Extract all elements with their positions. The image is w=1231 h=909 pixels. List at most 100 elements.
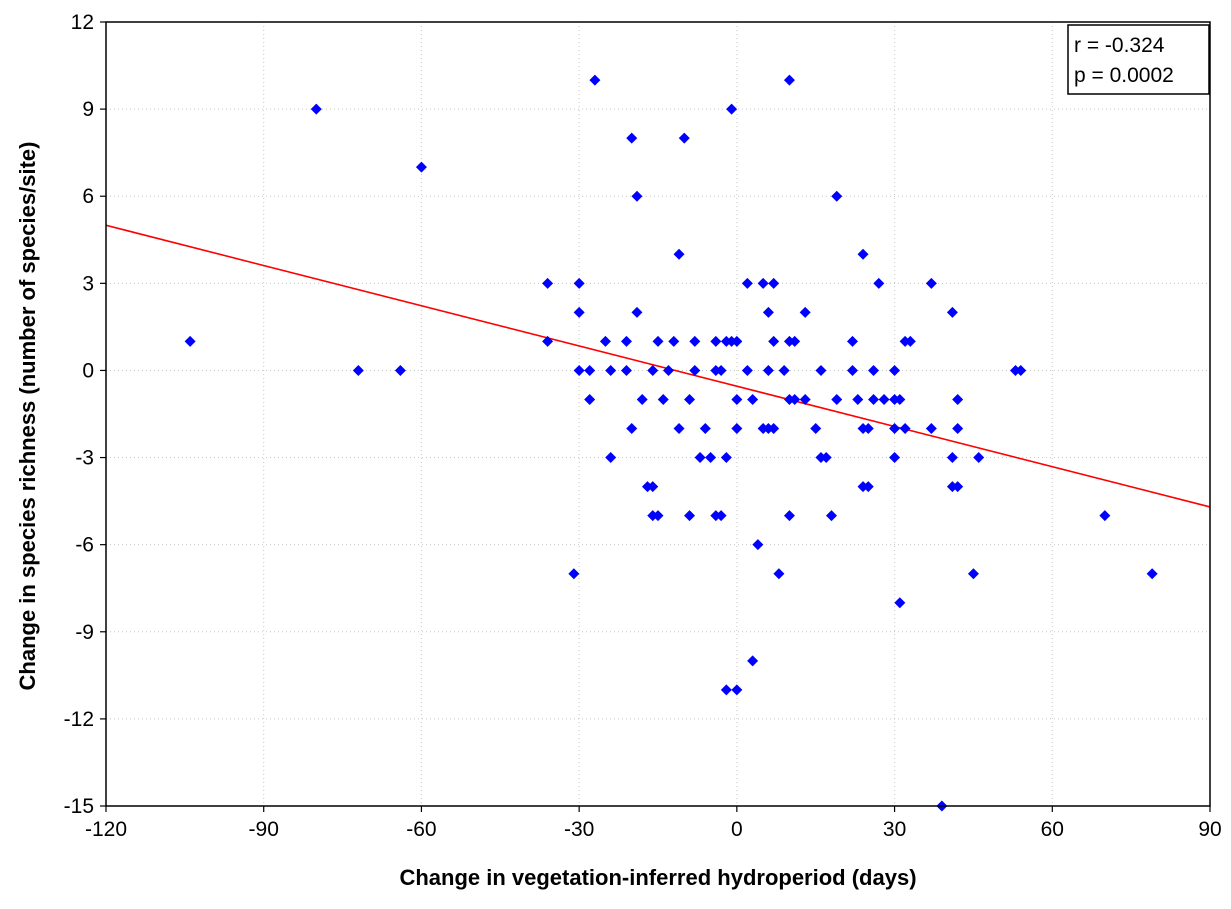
stats-p-value: p = 0.0002 [1074, 64, 1174, 87]
data-point [310, 103, 322, 115]
data-point [620, 364, 632, 376]
x-tick-label: -90 [249, 818, 279, 841]
data-point [715, 510, 727, 522]
data-point [946, 306, 958, 318]
y-tick-label: -6 [75, 534, 94, 557]
data-point [720, 452, 732, 464]
data-point [584, 393, 596, 405]
regression-line [105, 224, 1211, 508]
data-point [668, 335, 680, 347]
data-point [415, 161, 427, 173]
x-tick-label: -30 [564, 818, 594, 841]
data-point [605, 452, 617, 464]
data-point [831, 393, 843, 405]
data-point [952, 393, 964, 405]
y-tick-label: 6 [82, 185, 94, 208]
data-point [715, 364, 727, 376]
data-point [573, 364, 585, 376]
data-point [783, 74, 795, 86]
data-point [647, 481, 659, 493]
data-point [589, 74, 601, 86]
x-tick-label: 60 [1041, 818, 1064, 841]
data-point [768, 277, 780, 289]
data-point [652, 510, 664, 522]
axis-ticks [100, 21, 1211, 812]
data-point [631, 190, 643, 202]
data-point [799, 306, 811, 318]
y-tick-label: -9 [75, 621, 94, 644]
data-point [825, 510, 837, 522]
data-point [820, 452, 832, 464]
data-point [1099, 510, 1111, 522]
y-tick-label: -15 [64, 795, 94, 818]
data-point [694, 452, 706, 464]
x-tick-label: 0 [731, 818, 743, 841]
data-point [684, 510, 696, 522]
x-axis-label: Change in vegetation-inferred hydroperio… [399, 865, 916, 890]
y-tick-label: -3 [75, 447, 94, 470]
data-point [889, 452, 901, 464]
data-point [952, 423, 964, 435]
data-point [952, 481, 964, 493]
data-point [631, 306, 643, 318]
data-point [967, 568, 979, 580]
data-point [705, 452, 717, 464]
plot-frame [105, 21, 1211, 807]
data-point [684, 393, 696, 405]
data-point [757, 277, 769, 289]
data-point [1015, 364, 1027, 376]
data-point [889, 423, 901, 435]
data-point [762, 364, 774, 376]
data-point [747, 655, 759, 667]
data-point [726, 103, 738, 115]
data-point [889, 364, 901, 376]
data-point [720, 684, 732, 696]
data-point [620, 335, 632, 347]
data-point [868, 393, 880, 405]
data-point [878, 393, 890, 405]
data-point [184, 335, 196, 347]
stats-box: r = -0.324 p = 0.0002 [1067, 24, 1210, 95]
data-point [542, 335, 554, 347]
data-point [731, 335, 743, 347]
data-point [946, 452, 958, 464]
data-point [783, 510, 795, 522]
y-tick-label: 0 [82, 359, 94, 382]
data-point [741, 364, 753, 376]
data-point [626, 423, 638, 435]
data-point [652, 335, 664, 347]
data-point [847, 335, 859, 347]
data-point [699, 423, 711, 435]
x-tick-label: 30 [883, 818, 906, 841]
data-points [184, 74, 1158, 812]
data-point [799, 393, 811, 405]
data-point [904, 335, 916, 347]
data-point [873, 277, 885, 289]
data-point [673, 248, 685, 260]
x-tick-label: 90 [1198, 818, 1221, 841]
data-point [894, 597, 906, 609]
stats-r-value: r = -0.324 [1074, 34, 1165, 57]
data-point [857, 248, 869, 260]
grid-lines [106, 22, 1210, 806]
data-point [925, 423, 937, 435]
data-point [731, 684, 743, 696]
data-point [568, 568, 580, 580]
data-point [862, 423, 874, 435]
data-point [741, 277, 753, 289]
data-point [852, 393, 864, 405]
data-point [1146, 568, 1158, 580]
data-point [899, 423, 911, 435]
data-point [747, 393, 759, 405]
y-tick-label: 9 [82, 98, 94, 121]
data-point [789, 335, 801, 347]
y-axis-label: Change in species richness (number of sp… [15, 142, 40, 691]
data-point [626, 132, 638, 144]
data-point [710, 335, 722, 347]
data-point [663, 364, 675, 376]
data-point [831, 190, 843, 202]
data-point [573, 277, 585, 289]
x-tick-labels: -120 -90 -60 -30 0 30 60 90 [85, 818, 1222, 841]
y-tick-label: -12 [64, 708, 94, 731]
